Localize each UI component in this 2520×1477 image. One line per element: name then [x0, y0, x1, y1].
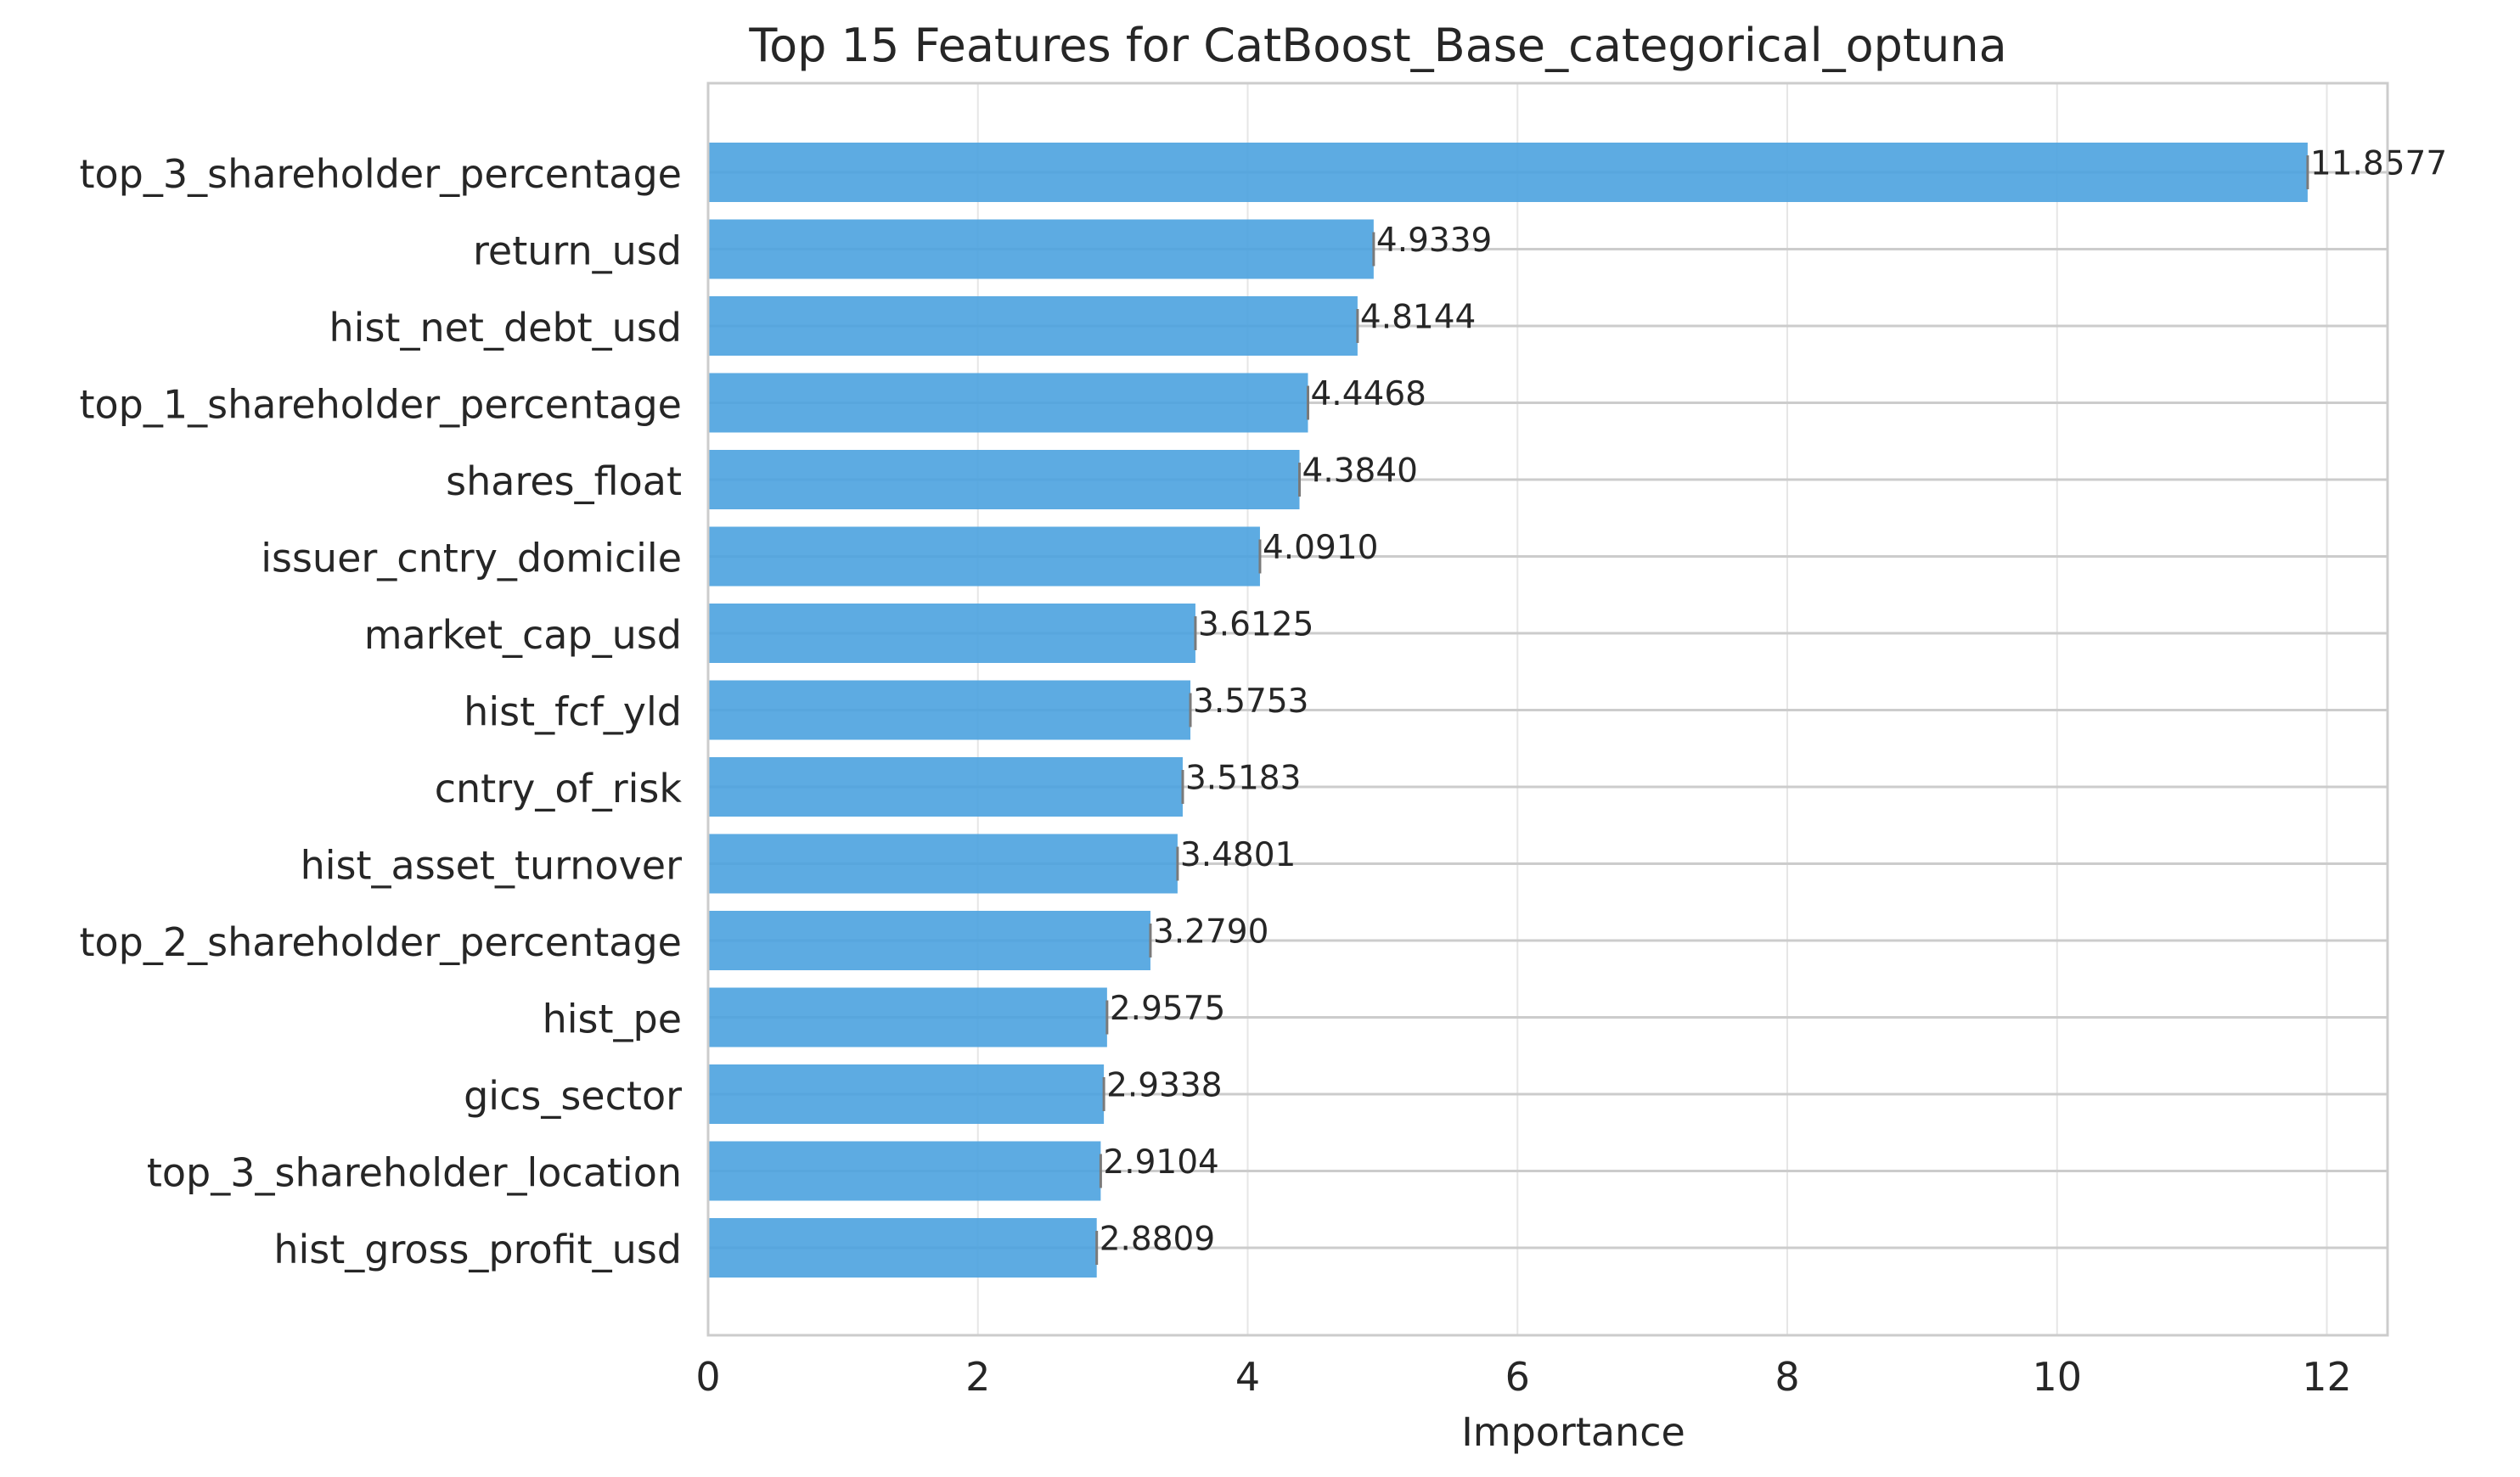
x-tick-labels: 0 2 4 6 8 10 12 [695, 1354, 2351, 1400]
data-label: 3.5753 [1193, 682, 1308, 721]
bar-hist_asset_turnover [708, 834, 1178, 894]
data-label: 3.2790 [1153, 913, 1268, 952]
data-labels: 11.8577 4.9339 4.8144 4.4468 4.3840 4.0910 3.6… [1100, 145, 2447, 1259]
x-tick-label: 12 [2302, 1354, 2352, 1400]
x-tick-label: 0 [695, 1354, 720, 1400]
bar-top_1_shareholder_percentage [708, 373, 1308, 433]
x-axis-label: Importance [1461, 1409, 1685, 1455]
bar-shares_float [708, 450, 1300, 509]
x-tick-label: 10 [2032, 1354, 2082, 1400]
data-label: 4.0910 [1263, 529, 1378, 567]
data-label: 4.3840 [1302, 452, 1418, 491]
bar-hist_fcf_yld [708, 680, 1191, 740]
data-label: 2.9575 [1110, 990, 1225, 1028]
data-label: 2.8809 [1100, 1221, 1215, 1259]
y-tick-label: top_3_shareholder_percentage [79, 151, 682, 197]
bar-top_3_shareholder_percentage [708, 143, 2308, 202]
data-label: 4.9339 [1376, 222, 1492, 260]
bar-return_usd [708, 219, 1374, 279]
bar-top_2_shareholder_percentage [708, 911, 1150, 970]
data-label: 4.4468 [1310, 375, 1426, 413]
bar-issuer_cntry_domicile [708, 526, 1260, 587]
data-label: 4.8144 [1360, 299, 1476, 337]
y-tick-label: top_2_shareholder_percentage [79, 919, 682, 965]
data-label: 3.6125 [1198, 606, 1313, 644]
bar-hist_pe [708, 987, 1107, 1047]
plot-frame [706, 81, 2389, 1337]
data-label: 2.9338 [1106, 1067, 1222, 1105]
bar-hist_net_debt_usd [708, 296, 1358, 356]
y-tick-label: gics_sector [464, 1073, 682, 1119]
data-label: 3.5183 [1185, 760, 1301, 798]
bar-hist_gross_profit_usd [708, 1218, 1097, 1278]
y-tick-label: hist_pe [543, 997, 682, 1042]
y-tick-label: hist_asset_turnover [301, 843, 683, 889]
y-tick-label: hist_fcf_yld [464, 689, 682, 735]
y-tick-labels: top_3_shareholder_percentage return_usdhi… [79, 151, 682, 1272]
bar-cntry_of_risk [708, 757, 1183, 817]
y-tick-label: cntry_of_risk [435, 766, 683, 812]
bar-top_3_shareholder_location [708, 1141, 1101, 1201]
chart-title: Top 15 Features for CatBoost_Base_catego… [748, 19, 2006, 72]
y-tick-label: hist_gross_profit_usd [273, 1227, 682, 1272]
x-tick-label: 8 [1775, 1354, 1799, 1400]
y-tick-label: top_1_shareholder_percentage [79, 382, 682, 428]
y-tick-label: return_usd [473, 228, 682, 274]
bar-gics_sector [708, 1064, 1105, 1124]
x-tick-label: 6 [1505, 1354, 1530, 1400]
data-label: 2.9104 [1103, 1143, 1218, 1182]
bar-market_cap_usd [708, 604, 1195, 663]
data-label: 3.4801 [1180, 836, 1296, 874]
data-label: 11.8577 [2310, 145, 2447, 183]
y-tick-label: issuer_cntry_domicile [261, 536, 682, 581]
y-tick-label: hist_net_debt_usd [329, 305, 682, 351]
x-tick-label: 4 [1235, 1354, 1260, 1400]
y-tick-label: shares_float [446, 458, 682, 504]
y-tick-label: market_cap_usd [364, 612, 682, 658]
bars [708, 143, 2309, 1278]
y-tick-label: top_3_shareholder_location [147, 1150, 682, 1196]
x-tick-label: 2 [965, 1354, 990, 1400]
